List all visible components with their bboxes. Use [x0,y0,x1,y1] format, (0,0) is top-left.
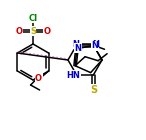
Text: N: N [72,40,79,49]
Text: O: O [15,26,22,36]
Text: N: N [91,41,98,50]
Text: O: O [44,26,51,36]
Text: HN: HN [67,71,80,80]
Text: O: O [35,74,42,82]
Text: Cl: Cl [28,13,38,23]
Text: N: N [92,40,99,49]
Text: N: N [74,44,81,53]
Text: S: S [90,85,97,95]
Text: S: S [30,26,36,36]
